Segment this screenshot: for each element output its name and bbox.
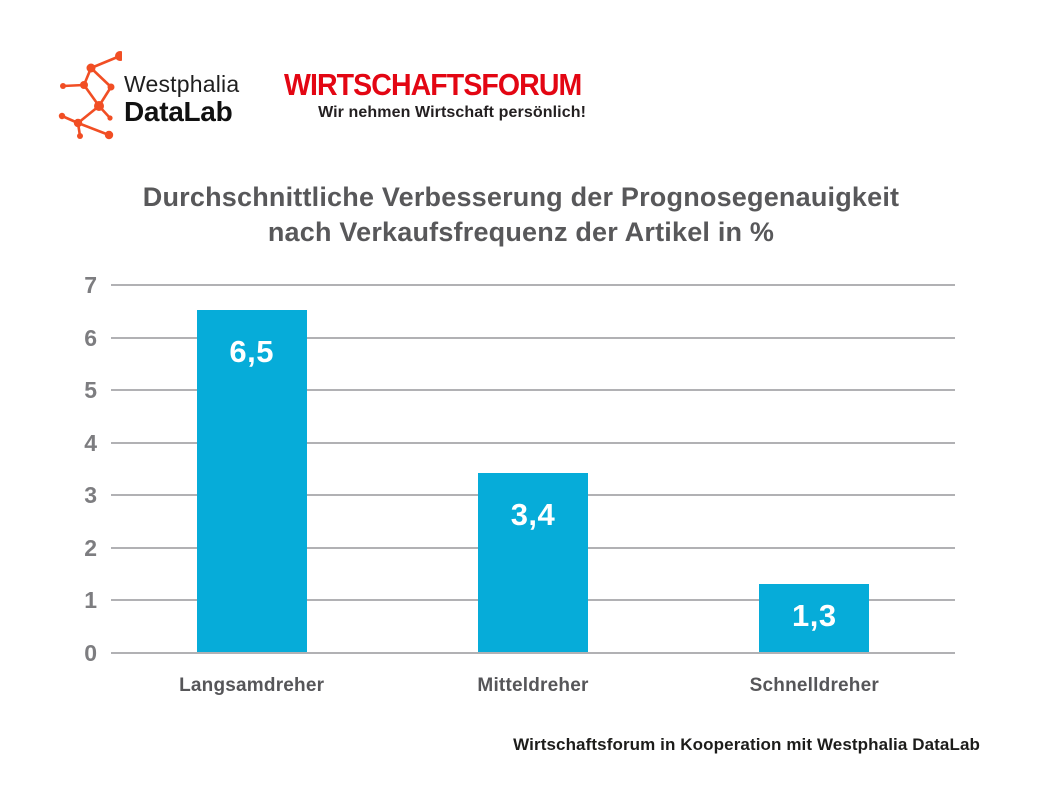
logo-name-line2: DataLab [124,96,233,127]
y-axis-tick-label: 1 [84,587,97,614]
y-axis-tick-label: 5 [84,377,97,404]
logo-name-line1: Westphalia [124,71,240,97]
gridline [111,441,955,444]
bar-mitteldreher: 3,4 [478,473,588,652]
y-axis-tick-label: 0 [84,640,97,666]
y-axis-tick-label: 7 [84,272,97,298]
chart-title-line1: Durchschnittliche Verbesserung der Progn… [142,182,900,212]
wirtschaftsforum-wordmark: WIRTSCHAFTSFORUM [284,67,582,102]
bar-langsamdreher: 6,5 [196,310,307,652]
gridline [111,284,955,286]
bar-schnelldreher: 1,3 [759,583,870,652]
plot-area: 0 1 2 3 4 5 6 7 6,5 Langsamdreher 3,4 Mitteldreher 1… [84,272,955,696]
x-axis-category-label: Langsamdreher [179,675,325,696]
wirtschaftsforum-brand: WIRTSCHAFTSFORUM Wir nehmen Wirtschaft p… [284,68,586,122]
y-axis-tick-label: 6 [84,324,97,351]
bar-value-label: 6,5 [229,334,274,370]
gridline [111,652,955,654]
network-graph-icon [58,51,122,140]
bar-value-label: 3,4 [510,497,556,533]
wirtschaftsforum-tagline: Wir nehmen Wirtschaft persönlich! [318,104,586,121]
bar-value-label: 1,3 [792,597,837,633]
y-axis-tick-label: 2 [84,534,97,561]
y-axis-tick-label: 3 [84,482,97,509]
gridline [111,336,955,339]
chart-title: Durchschnittliche Verbesserung der Progn… [0,180,1042,250]
x-axis-category-label: Schnelldreher [749,675,879,696]
chart-title-line2: nach Verkaufsfrequenz der Artikel in % [267,217,775,247]
gridline [111,389,955,392]
footer-credit: Wirtschaftsforum in Kooperation mit West… [513,735,980,754]
westphalia-datalab-logo: Westphalia DataLab [124,71,240,127]
x-axis-category-label: Mitteldreher [477,675,589,696]
y-axis-tick-label: 4 [84,429,97,456]
